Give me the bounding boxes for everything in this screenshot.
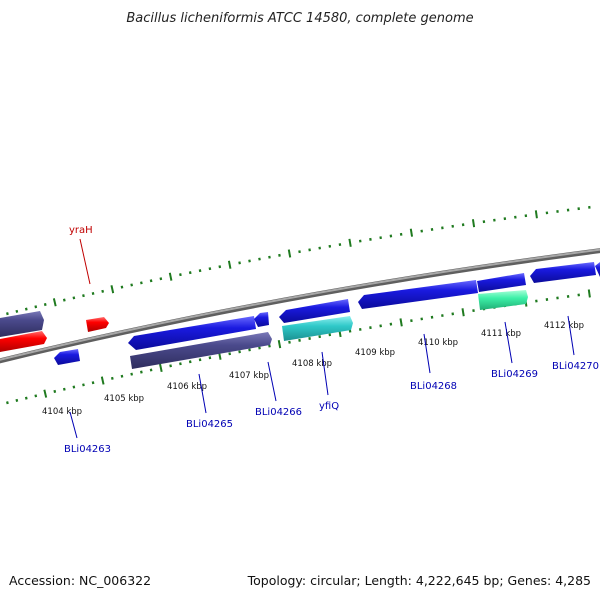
gene-feature-blue-2[interactable] xyxy=(254,312,269,327)
scale-label: 4110 kbp xyxy=(418,338,458,348)
gene-feature-purple-long[interactable] xyxy=(130,332,272,369)
scale-label: 4107 kbp xyxy=(229,371,269,381)
minor-tick xyxy=(53,389,57,393)
minor-tick xyxy=(149,279,153,283)
scale-label: 4104 kbp xyxy=(42,407,82,417)
minor-tick xyxy=(208,356,212,360)
gene-label-BLi04268[interactable]: BLi04268 xyxy=(410,381,457,392)
gene-feature-blue-4[interactable] xyxy=(477,273,526,292)
gene-feature-blue-edge[interactable] xyxy=(595,262,600,277)
gene-feature-BLi04270[interactable] xyxy=(530,262,596,283)
major-tick xyxy=(227,260,232,269)
gene-feature-blue-3[interactable] xyxy=(279,299,350,323)
major-tick xyxy=(168,272,173,281)
minor-tick xyxy=(43,303,47,307)
major-tick xyxy=(471,219,476,228)
minor-tick xyxy=(238,350,241,354)
minor-tick xyxy=(198,358,202,362)
minor-tick xyxy=(34,394,38,398)
minor-tick xyxy=(120,285,124,289)
minor-tick xyxy=(82,294,85,298)
scale-ticks-inner xyxy=(6,289,591,405)
scale-label: 4111 kbp xyxy=(481,329,521,339)
minor-tick xyxy=(218,265,222,269)
scale-label: 4105 kbp xyxy=(104,394,144,404)
major-tick xyxy=(52,298,57,307)
minor-tick xyxy=(198,269,202,273)
scale-label: 4112 kbp xyxy=(544,321,584,331)
major-tick xyxy=(287,249,292,258)
minor-tick xyxy=(179,362,182,366)
major-tick xyxy=(100,376,105,385)
scale-label: 4108 kbp xyxy=(292,359,332,369)
gene-label-BLi04269[interactable]: BLi04269 xyxy=(491,369,538,380)
major-tick xyxy=(277,340,282,349)
minor-tick xyxy=(130,372,134,376)
gene-label-yraH[interactable]: yraH xyxy=(69,225,93,236)
major-tick xyxy=(110,285,115,294)
major-tick xyxy=(399,318,403,327)
major-tick xyxy=(461,308,465,317)
gene-label-BLi04266[interactable]: BLi04266 xyxy=(255,407,302,418)
minor-tick xyxy=(6,401,9,405)
minor-tick xyxy=(72,385,76,389)
gene-feature-mint[interactable] xyxy=(478,290,528,310)
minor-tick xyxy=(169,364,172,368)
rna-feature-left[interactable] xyxy=(0,331,47,352)
minor-tick xyxy=(149,368,153,372)
minor-tick xyxy=(188,271,192,275)
minor-tick xyxy=(179,273,182,277)
rna-feature-yraH[interactable] xyxy=(86,317,109,332)
minor-tick xyxy=(91,381,95,385)
minor-tick xyxy=(140,370,143,374)
gene-features xyxy=(0,262,600,369)
major-tick xyxy=(159,363,163,373)
scale-ticks-outer xyxy=(6,205,591,316)
minor-tick xyxy=(101,289,105,293)
minor-tick xyxy=(140,281,143,285)
major-tick xyxy=(534,210,538,219)
gene-label-BLi04263[interactable]: BLi04263 xyxy=(64,444,111,455)
gene-feature-BLi04263[interactable] xyxy=(54,349,80,365)
minor-tick xyxy=(82,383,85,387)
gene-label-BLi04265[interactable]: BLi04265 xyxy=(186,419,233,430)
minor-tick xyxy=(188,360,192,364)
genome-summary-text: Topology: circular; Length: 4,222,645 bp… xyxy=(247,573,591,588)
minor-tick xyxy=(91,291,95,296)
minor-tick xyxy=(62,298,66,302)
minor-tick xyxy=(24,307,28,311)
scale-label: 4106 kbp xyxy=(167,382,207,392)
map-title: Bacillus licheniformis ATCC 14580, compl… xyxy=(126,11,473,26)
major-tick xyxy=(43,389,48,398)
gene-feature-blue-1[interactable] xyxy=(128,316,256,350)
minor-tick xyxy=(15,309,19,313)
scale-label: 4109 kbp xyxy=(355,348,395,358)
gene-feature-yfiQ[interactable] xyxy=(282,316,353,341)
minor-tick xyxy=(159,277,163,281)
accession-text: Accession: NC_006322 xyxy=(9,573,151,588)
minor-tick xyxy=(24,396,28,400)
minor-tick xyxy=(15,398,19,402)
minor-tick xyxy=(110,376,114,380)
gene-label-leaders xyxy=(69,238,575,439)
major-tick xyxy=(348,238,352,247)
gene-label-BLi04270[interactable]: BLi04270 xyxy=(552,361,599,372)
gene-label-yfiQ[interactable]: yfiQ xyxy=(319,401,339,412)
minor-tick xyxy=(6,312,9,316)
minor-tick xyxy=(130,283,134,287)
minor-tick xyxy=(72,296,76,300)
minor-tick xyxy=(228,352,232,356)
gene-feature-BLi04268[interactable] xyxy=(358,280,478,309)
gene-labels: yraH BLi04263 BLi04265 BLi04266 yfiQ BLi… xyxy=(64,225,599,455)
major-tick xyxy=(587,289,591,298)
gene-feature-left-purple[interactable] xyxy=(0,311,44,337)
scale-labels: 4104 kbp 4105 kbp 4106 kbp 4107 kbp 4108… xyxy=(42,321,584,417)
minor-tick xyxy=(34,305,38,309)
major-tick xyxy=(409,228,414,237)
genome-backbone xyxy=(0,248,600,364)
minor-tick xyxy=(208,267,212,271)
minor-tick xyxy=(62,387,66,391)
minor-tick xyxy=(120,374,124,378)
